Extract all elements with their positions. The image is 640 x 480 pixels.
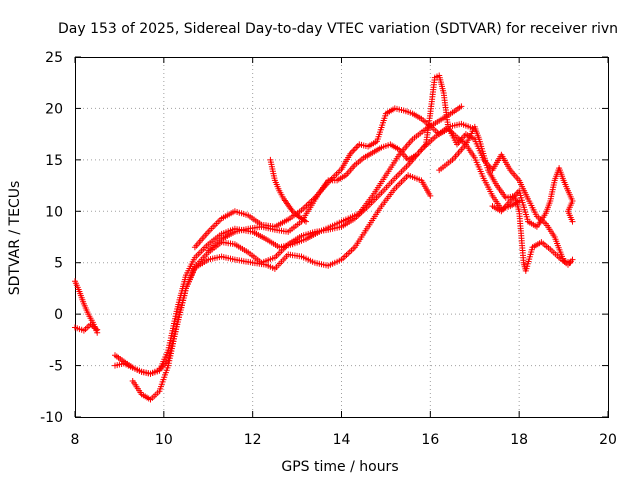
y-tick-label: 20 [45, 101, 63, 117]
y-tick-label: 0 [54, 307, 63, 323]
data-point-track-10 [569, 218, 576, 225]
x-tick-label: 16 [421, 432, 439, 448]
data-point-track-4 [458, 103, 465, 110]
y-tick-label: 5 [54, 256, 63, 272]
x-tick-label: 14 [333, 432, 351, 448]
data-point-track-6 [350, 147, 357, 154]
y-tick-label: -10 [40, 410, 63, 426]
x-tick-label: 12 [244, 432, 262, 448]
y-axis-label: SDTVAR / TECUs [7, 181, 23, 296]
y-tick-label: -5 [49, 359, 63, 375]
x-tick-label: 10 [155, 432, 173, 448]
data-point-track-3 [427, 192, 434, 199]
y-tick-label: 25 [45, 50, 63, 66]
data-point-track-2 [94, 326, 101, 333]
data-layer [72, 72, 576, 403]
grid-layer [75, 57, 608, 417]
x-tick-label: 18 [510, 432, 528, 448]
tick-layer: 8 10 12 14 16 18 20 25 20 15 10 5 0 -5 -10 [40, 50, 617, 448]
x-axis-label: GPS time / hours [281, 459, 398, 475]
x-tick-label: 8 [71, 432, 80, 448]
y-tick-label: 15 [45, 153, 63, 169]
data-point-track-8 [303, 218, 309, 225]
chart-title: Day 153 of 2025, Sidereal Day-to-day VTE… [58, 21, 618, 37]
data-point-track-9 [569, 256, 576, 263]
y-tick-label: 10 [45, 204, 63, 220]
x-tick-label: 20 [599, 432, 617, 448]
